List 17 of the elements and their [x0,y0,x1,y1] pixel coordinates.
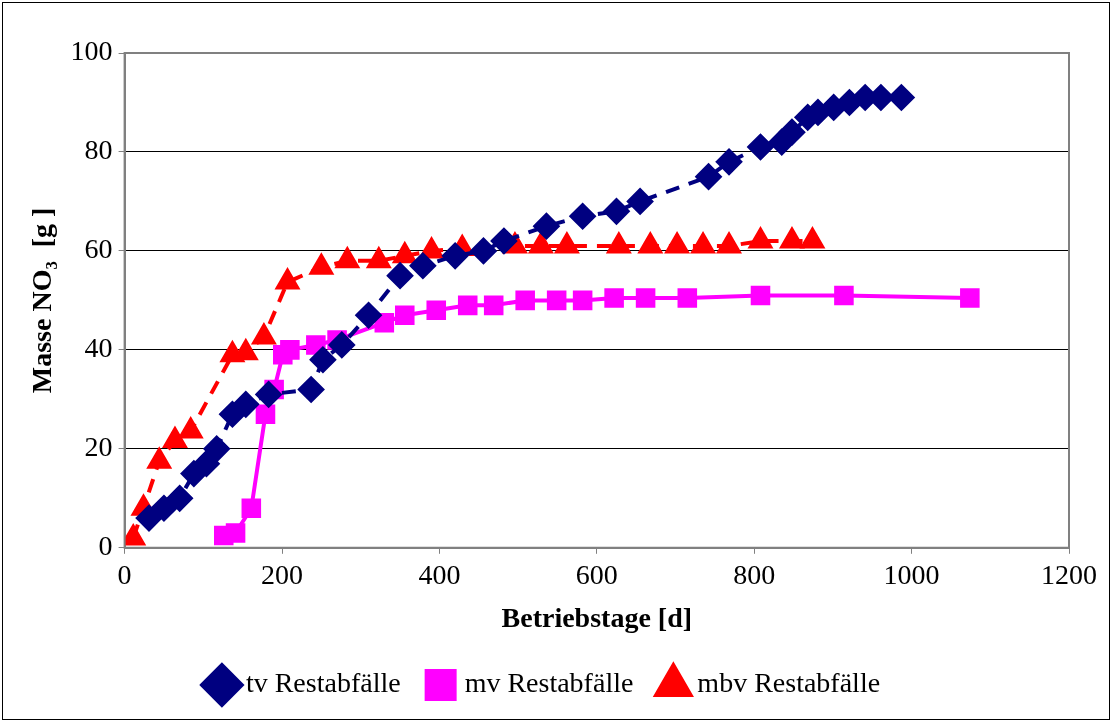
y-tick-label: 60 [84,233,113,265]
y-tick-label: 0 [98,530,113,562]
x-tick-label: 1200 [1041,558,1097,590]
y-tick-label: 20 [84,431,113,463]
x-tick-label: 1000 [883,558,940,590]
x-tick-label: 800 [733,558,776,590]
legend-label: tv Restabfälle [245,667,401,699]
x-axis-title: Betriebstage [d] [501,602,693,634]
y-tick-label: 40 [84,332,113,364]
y-tick-label: 80 [84,134,113,166]
x-tick-label: 600 [575,558,618,590]
legend-label: mv Restabfälle [464,667,634,699]
y-tick-label: 100 [70,35,113,67]
legend-label: mbv Restabfälle [697,667,881,699]
x-tick-label: 200 [261,558,303,590]
y-axis-title: Masse NO₃ [g ] [26,207,58,394]
x-tick-label: 400 [418,558,461,590]
